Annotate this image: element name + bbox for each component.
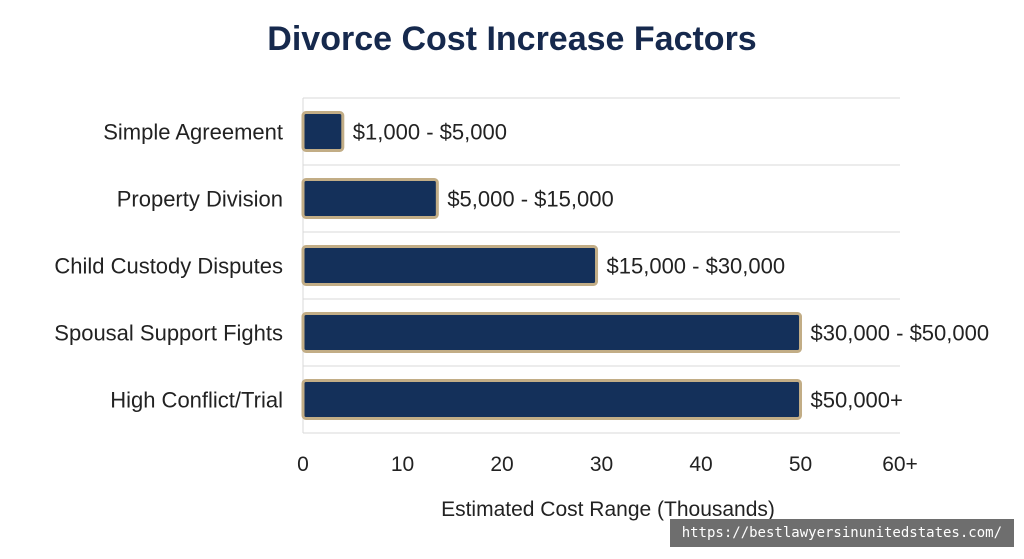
- data-labels: $1,000 - $5,000 $5,000 - $15,000 $15,000 -…: [353, 120, 989, 413]
- bar: [301, 111, 345, 152]
- bar: [301, 379, 802, 420]
- x-tick-labels: 0 10 20 30 40 50 60+: [297, 453, 918, 476]
- data-label: $1,000 - $5,000: [353, 120, 507, 145]
- x-tick-label: 30: [590, 453, 613, 476]
- x-tick-label: 10: [391, 453, 414, 476]
- bar: [301, 245, 599, 286]
- bar: [301, 312, 802, 353]
- category-label: Spousal Support Fights: [54, 321, 283, 346]
- category-label: Property Division: [117, 187, 283, 212]
- data-label: $5,000 - $15,000: [447, 187, 613, 212]
- x-tick-label: 20: [490, 453, 513, 476]
- category-label: Child Custody Disputes: [54, 254, 283, 279]
- category-label: Simple Agreement: [103, 120, 283, 145]
- x-tick-label: 40: [689, 453, 712, 476]
- chart-title: Divorce Cost Increase Factors: [267, 20, 756, 58]
- watermark: https://bestlawyersinunitedstates.com/: [669, 519, 1014, 547]
- data-label: $15,000 - $30,000: [607, 254, 786, 279]
- category-label: High Conflict/Trial: [110, 388, 283, 413]
- x-tick-label: 50: [789, 453, 812, 476]
- data-label: $30,000 - $50,000: [811, 321, 990, 346]
- x-tick-label: 60+: [882, 453, 918, 476]
- grid-lines: [302, 97, 900, 434]
- bars: [301, 111, 802, 420]
- x-tick-label: 0: [297, 453, 309, 476]
- category-labels: Simple Agreement Property Division Child C…: [54, 120, 283, 413]
- bar: [301, 178, 439, 219]
- data-label: $50,000+: [811, 388, 903, 413]
- x-axis-label: Estimated Cost Range (Thousands): [441, 498, 775, 521]
